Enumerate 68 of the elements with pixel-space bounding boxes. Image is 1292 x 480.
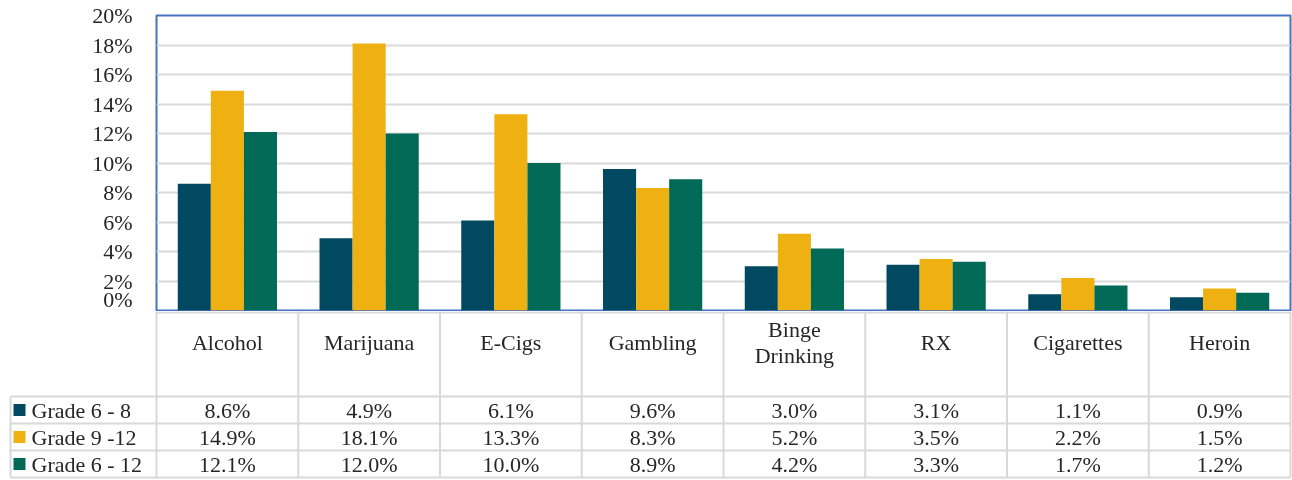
y-tick-label: 6% — [103, 209, 133, 235]
data-label: 1.1% — [1054, 397, 1101, 423]
bar — [243, 132, 277, 311]
data-label: 0.9% — [1196, 397, 1243, 423]
data-label: 6.1% — [487, 397, 534, 423]
bar — [461, 220, 495, 311]
data-label: 3.0% — [771, 397, 818, 423]
y-tick-label: 10% — [92, 150, 133, 176]
x-tick-label: Marijuana — [323, 330, 415, 355]
x-tick-label: Gambling — [608, 330, 697, 355]
x-tick-label: Heroin — [1189, 330, 1251, 355]
y-tick-label: 8% — [103, 180, 133, 205]
data-label: 1.7% — [1054, 451, 1101, 477]
bar — [177, 183, 211, 311]
bar — [1094, 285, 1128, 311]
x-tick-label: E-Cigs — [480, 330, 542, 355]
data-label: 8.6% — [204, 397, 251, 423]
bar — [527, 163, 561, 311]
bar — [810, 248, 844, 311]
data-label: 4.9% — [346, 397, 393, 423]
bar — [669, 179, 703, 311]
data-label: 8.9% — [629, 451, 676, 477]
bar — [952, 261, 986, 311]
x-tick-label: Binge Drinking — [754, 316, 835, 369]
y-tick-label: 12% — [92, 121, 133, 146]
bar — [385, 133, 419, 311]
data-label: 3.1% — [913, 397, 960, 423]
bar — [777, 233, 811, 311]
bar — [603, 168, 637, 311]
data-label: 3.5% — [913, 424, 960, 450]
bar — [1170, 297, 1204, 311]
data-label: 5.2% — [771, 424, 818, 450]
bar — [352, 43, 386, 311]
y-tick-label: 18% — [92, 32, 133, 58]
legend-label: Grade 6 - 8 — [31, 397, 132, 423]
data-label: 12.1% — [198, 451, 256, 477]
data-label: 2.2% — [1054, 424, 1101, 450]
x-tick-label: Cigarettes — [1033, 330, 1123, 355]
data-label: 18.1% — [340, 424, 398, 450]
x-tick-label: Alcohol — [191, 330, 263, 355]
bar — [636, 188, 670, 311]
bar — [1061, 278, 1095, 311]
bar — [494, 114, 528, 311]
legend-label: Grade 9 -12 — [31, 424, 137, 450]
y-tick-label: 14% — [92, 91, 133, 117]
y-tick-label: 4% — [103, 239, 133, 264]
data-label: 13.3% — [482, 424, 540, 450]
y-tick-label: 20% — [92, 3, 133, 28]
bar — [1028, 294, 1062, 311]
bar — [1203, 288, 1237, 311]
data-label: 10.0% — [482, 451, 540, 477]
x-tick-label: RX — [920, 330, 952, 355]
legend-label: Grade 6 - 12 — [31, 451, 143, 477]
data-label: 3.3% — [913, 451, 960, 477]
bar — [319, 238, 353, 311]
bar — [1236, 292, 1270, 311]
bar — [919, 258, 953, 311]
data-label: 9.6% — [629, 397, 676, 423]
data-label: 12.0% — [340, 451, 398, 477]
y-tick-label: 16% — [92, 62, 133, 87]
bar — [886, 264, 920, 311]
data-label: 14.9% — [198, 424, 256, 450]
data-label: 1.5% — [1196, 424, 1243, 450]
data-label: 4.2% — [771, 451, 818, 477]
data-label: 8.3% — [629, 424, 676, 450]
bar — [744, 266, 778, 311]
bar — [210, 90, 244, 311]
data-label: 1.2% — [1196, 451, 1243, 477]
